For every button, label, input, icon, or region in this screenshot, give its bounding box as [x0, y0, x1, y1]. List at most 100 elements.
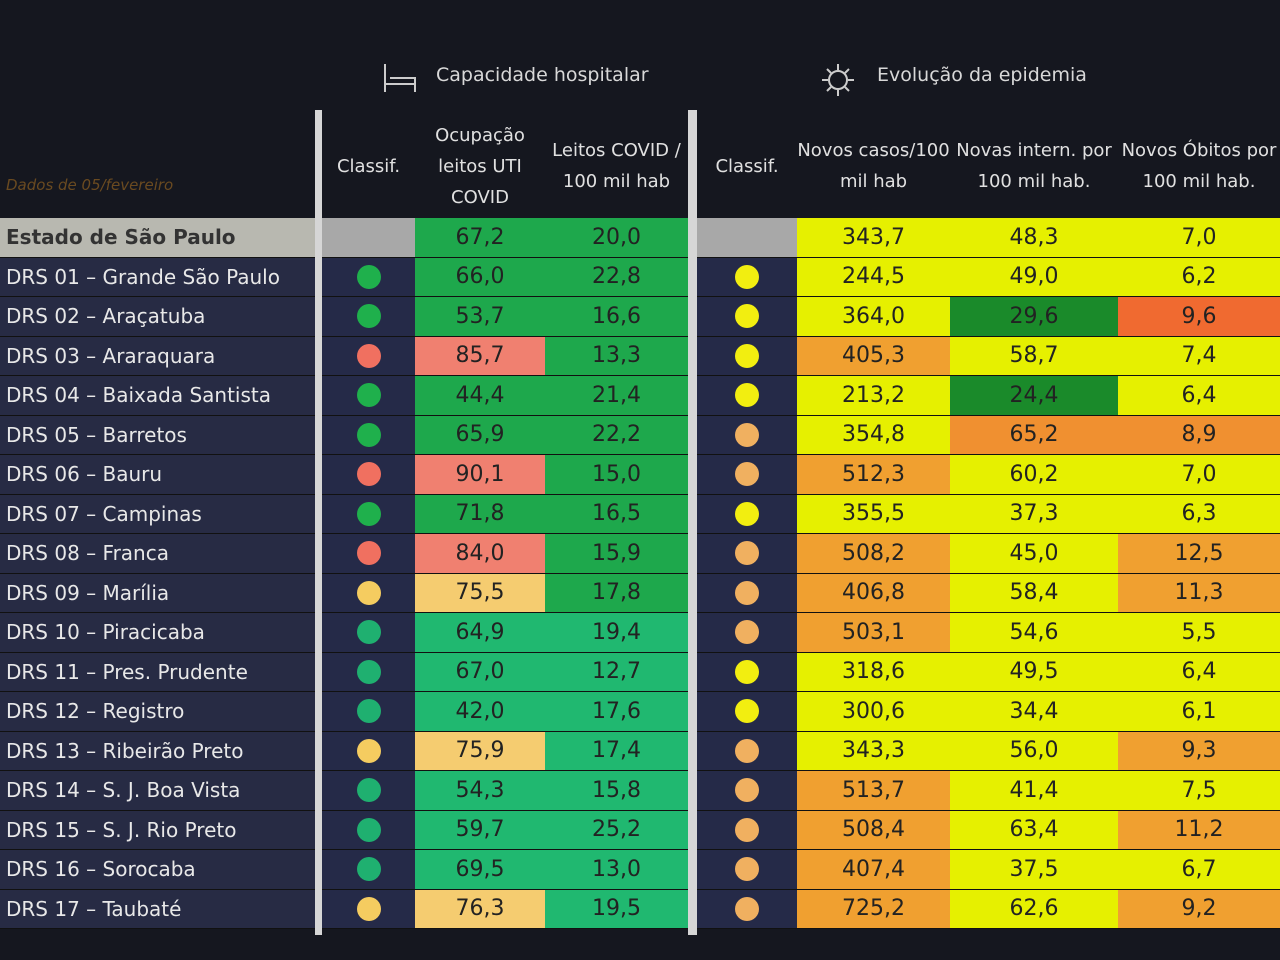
status-dot	[735, 738, 759, 763]
row-name: DRS 17 – Taubaté	[0, 889, 315, 929]
classif-cell	[322, 336, 415, 376]
status-dot	[735, 620, 759, 645]
value-cell: 7,0	[1118, 455, 1280, 495]
status-dot	[735, 383, 759, 408]
value-cell: 12,5	[1118, 534, 1280, 574]
value-cell: 19,5	[545, 889, 688, 929]
row-name: DRS 02 – Araçatuba	[0, 297, 315, 337]
classif-cell	[322, 889, 415, 929]
classif-cell	[322, 494, 415, 534]
value-cell: 508,4	[797, 810, 950, 850]
status-dot	[356, 738, 381, 763]
value-cell: 17,6	[545, 692, 688, 732]
value-cell: 6,1	[1118, 692, 1280, 732]
status-dot	[356, 659, 381, 684]
value-cell: 45,0	[950, 534, 1118, 574]
row-name: DRS 11 – Pres. Prudente	[0, 652, 315, 692]
value-cell: 6,4	[1118, 652, 1280, 692]
status-dot	[735, 817, 759, 842]
value-cell: 19,4	[545, 613, 688, 653]
classif-cell	[322, 415, 415, 455]
value-cell: 244,5	[797, 257, 950, 297]
value-cell: 29,6	[950, 297, 1118, 337]
classif-cell	[697, 336, 797, 376]
classif-cell	[697, 534, 797, 574]
classif-cell	[697, 415, 797, 455]
value-cell: 6,7	[1118, 850, 1280, 890]
value-cell: 22,8	[545, 257, 688, 297]
value-cell: 49,5	[950, 652, 1118, 692]
classif-cell	[322, 534, 415, 574]
classif-cell	[322, 692, 415, 732]
status-dot	[356, 699, 381, 724]
value-cell: 6,3	[1118, 494, 1280, 534]
status-dot	[735, 778, 759, 803]
row-name: DRS 13 – Ribeirão Preto	[0, 731, 315, 771]
value-cell: 25,2	[545, 810, 688, 850]
status-dot	[735, 541, 759, 566]
value-cell: 21,4	[545, 376, 688, 416]
value-cell: 37,5	[950, 850, 1118, 890]
value-cell: 24,4	[950, 376, 1118, 416]
value-cell: 7,5	[1118, 771, 1280, 811]
value-cell: 22,2	[545, 415, 688, 455]
status-dot	[735, 501, 759, 526]
value-cell: 6,4	[1118, 376, 1280, 416]
value-cell: 76,3	[415, 889, 545, 929]
status-dot	[356, 857, 381, 882]
status-dot	[356, 620, 381, 645]
status-dot	[735, 857, 759, 882]
value-cell: 54,6	[950, 613, 1118, 653]
row-name: DRS 05 – Barretos	[0, 415, 315, 455]
value-cell: 37,3	[950, 494, 1118, 534]
value-cell: 67,0	[415, 652, 545, 692]
virus-icon	[822, 64, 854, 96]
value-cell: 513,7	[797, 771, 950, 811]
classif-cell	[697, 455, 797, 495]
value-cell: 7,0	[1118, 218, 1280, 258]
status-dot	[356, 422, 381, 447]
value-cell: 407,4	[797, 850, 950, 890]
status-dot	[735, 462, 759, 487]
value-cell: 354,8	[797, 415, 950, 455]
separator	[688, 110, 697, 935]
column-header: Novas intern. por 100 mil hab.	[956, 140, 1112, 192]
value-cell: 11,2	[1118, 810, 1280, 850]
status-dot	[356, 817, 381, 842]
status-dot	[356, 541, 381, 566]
value-cell: 7,4	[1118, 336, 1280, 376]
status-dot	[735, 422, 759, 447]
value-cell: 364,0	[797, 297, 950, 337]
status-dot	[356, 264, 381, 289]
value-cell: 67,2	[415, 218, 545, 258]
column-header: Classif.	[715, 155, 779, 177]
value-cell: 53,7	[415, 297, 545, 337]
column-header: Classif.	[336, 155, 401, 177]
status-dot	[356, 501, 381, 526]
date-note: Dados de 05/fevereiro	[6, 176, 174, 194]
value-cell: 9,6	[1118, 297, 1280, 337]
value-cell: 12,7	[545, 652, 688, 692]
value-cell: 13,0	[545, 850, 688, 890]
status-dot	[356, 778, 381, 803]
value-cell: 65,9	[415, 415, 545, 455]
classif-cell	[697, 613, 797, 653]
value-cell: 75,9	[415, 731, 545, 771]
value-cell: 60,2	[950, 455, 1118, 495]
classif-cell	[697, 731, 797, 771]
value-cell: 343,3	[797, 731, 950, 771]
classif-cell	[697, 850, 797, 890]
classif-cell	[322, 376, 415, 416]
status-dot	[735, 896, 759, 921]
value-cell: 15,9	[545, 534, 688, 574]
value-cell: 56,0	[950, 731, 1118, 771]
status-dot	[735, 659, 759, 684]
row-name: DRS 14 – S. J. Boa Vista	[0, 771, 315, 811]
value-cell: 49,0	[950, 257, 1118, 297]
classif-cell	[697, 494, 797, 534]
status-dot	[356, 896, 381, 921]
value-cell: 16,6	[545, 297, 688, 337]
status-dot	[356, 383, 381, 408]
value-cell: 71,8	[415, 494, 545, 534]
row-name: DRS 16 – Sorocaba	[0, 850, 315, 890]
